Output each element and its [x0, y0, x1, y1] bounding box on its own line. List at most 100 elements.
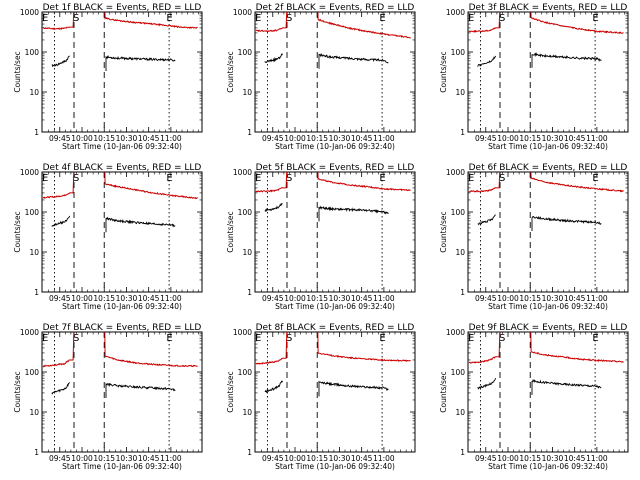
interval-marker-label: E — [592, 333, 598, 344]
x-tick-label: 09:45 — [475, 294, 497, 303]
x-tick-label: 10:15 — [519, 294, 541, 303]
x-tick-label: 10:45 — [351, 454, 373, 463]
plot-frame — [467, 171, 629, 293]
x-tick-label: 10:30 — [329, 454, 351, 463]
x-tick-label: 11:00 — [586, 454, 608, 463]
x-tick-label: 09:45 — [49, 294, 71, 303]
y-tick-label: 10 — [455, 88, 465, 97]
y-axis-label: Counts/sec — [226, 371, 235, 412]
y-tick-label: 1000 — [446, 168, 465, 177]
events-series-line — [51, 382, 176, 398]
y-tick-label: 1 — [34, 448, 39, 457]
chart-title: Det 8f BLACK = Events, RED = LLD — [256, 323, 415, 333]
x-tick-label: 10:15 — [519, 454, 541, 463]
y-axis-label: Counts/sec — [13, 371, 22, 412]
x-tick-label: 09:45 — [49, 454, 71, 463]
x-tick-label: 11:00 — [373, 454, 395, 463]
y-tick-label: 10 — [455, 248, 465, 257]
x-tick-label: 10:15 — [306, 454, 328, 463]
y-tick-label: 1000 — [20, 168, 39, 177]
y-axis-label: Counts/sec — [439, 51, 448, 92]
chart-title: Det 7f BLACK = Events, RED = LLD — [43, 323, 202, 333]
x-tick-label: 10:45 — [138, 134, 160, 143]
y-tick-label: 100 — [25, 48, 40, 57]
interval-marker-label: E — [255, 333, 261, 344]
y-tick-label: 1000 — [446, 328, 465, 337]
events-series-line — [264, 203, 389, 222]
x-tick-label: 11:00 — [373, 134, 395, 143]
interval-marker-label: E — [592, 173, 598, 184]
y-tick-label: 10 — [242, 248, 252, 257]
x-tick-label: 11:00 — [160, 454, 182, 463]
interval-marker-label: E — [42, 173, 48, 184]
chart-panel: Det 2f BLACK = Events, RED = LLD 1 10 100 10… — [226, 3, 416, 151]
chart-panel: Det 4f BLACK = Events, RED = LLD 1 10 100 10… — [13, 163, 203, 311]
x-tick-label: 10:00 — [497, 134, 519, 143]
events-series-line — [264, 380, 389, 397]
chart-title: Det 4f BLACK = Events, RED = LLD — [43, 163, 202, 173]
x-tick-label: 10:15 — [93, 454, 115, 463]
y-tick-label: 10 — [29, 248, 39, 257]
x-axis-label: Start Time (10-Jan-06 09:32:40) — [488, 142, 608, 151]
y-tick-label: 1 — [247, 128, 252, 137]
lld-series-line — [468, 172, 624, 193]
plot-frame — [254, 331, 416, 453]
y-tick-label: 10 — [29, 408, 39, 417]
x-tick-label: 09:45 — [262, 454, 284, 463]
interval-marker-label: E — [468, 333, 474, 344]
interval-marker-label: S — [286, 13, 292, 24]
x-tick-label: 09:45 — [262, 134, 284, 143]
x-tick-label: 10:00 — [284, 134, 306, 143]
x-tick-label: 10:45 — [138, 454, 160, 463]
plot-frame — [467, 331, 629, 453]
x-tick-label: 11:00 — [373, 294, 395, 303]
x-tick-label: 10:00 — [71, 294, 93, 303]
x-tick-label: 10:30 — [329, 294, 351, 303]
x-axis-label: Start Time (10-Jan-06 09:32:40) — [275, 302, 395, 311]
interval-marker-label: S — [286, 173, 292, 184]
x-tick-label: 10:45 — [351, 134, 373, 143]
x-tick-label: 10:45 — [138, 294, 160, 303]
y-axis-label: Counts/sec — [13, 211, 22, 252]
chart-panel: Det 7f BLACK = Events, RED = LLD 1 10 100 10… — [13, 323, 203, 471]
x-tick-label: 10:30 — [116, 294, 138, 303]
interval-marker-label: E — [468, 173, 474, 184]
interval-marker-label: E — [42, 333, 48, 344]
y-tick-label: 1000 — [20, 328, 39, 337]
plot-frame — [41, 331, 203, 453]
interval-marker-label: E — [166, 333, 172, 344]
interval-marker-label: E — [255, 173, 261, 184]
lld-series-line — [468, 332, 624, 364]
x-tick-label: 10:15 — [306, 134, 328, 143]
y-tick-label: 10 — [29, 88, 39, 97]
interval-marker-label: S — [286, 333, 292, 344]
y-tick-label: 100 — [25, 208, 40, 217]
events-series-line — [51, 215, 176, 233]
plot-frame — [254, 171, 416, 293]
x-tick-label: 10:15 — [93, 294, 115, 303]
interval-marker-label: S — [499, 333, 505, 344]
x-axis-label: Start Time (10-Jan-06 09:32:40) — [62, 142, 182, 151]
y-tick-label: 100 — [238, 368, 253, 377]
y-tick-label: 1000 — [233, 328, 252, 337]
x-tick-label: 09:45 — [262, 294, 284, 303]
interval-marker-label: S — [73, 173, 79, 184]
interval-marker-label: S — [499, 13, 505, 24]
interval-marker-label: S — [499, 173, 505, 184]
chart-panel: Det 9f BLACK = Events, RED = LLD 1 10 100 10… — [439, 323, 629, 471]
x-tick-label: 09:45 — [475, 134, 497, 143]
interval-marker-label: E — [592, 13, 598, 24]
x-tick-label: 11:00 — [586, 294, 608, 303]
x-tick-label: 10:30 — [116, 134, 138, 143]
x-axis-label: Start Time (10-Jan-06 09:32:40) — [62, 302, 182, 311]
y-tick-label: 100 — [238, 208, 253, 217]
x-tick-label: 10:00 — [497, 294, 519, 303]
x-tick-label: 10:15 — [93, 134, 115, 143]
chart-panel: Det 8f BLACK = Events, RED = LLD 1 10 100 10… — [226, 323, 416, 471]
y-tick-label: 1 — [34, 288, 39, 297]
x-tick-label: 10:15 — [306, 294, 328, 303]
y-tick-label: 10 — [242, 88, 252, 97]
interval-marker-label: E — [166, 13, 172, 24]
x-tick-label: 10:00 — [71, 134, 93, 143]
